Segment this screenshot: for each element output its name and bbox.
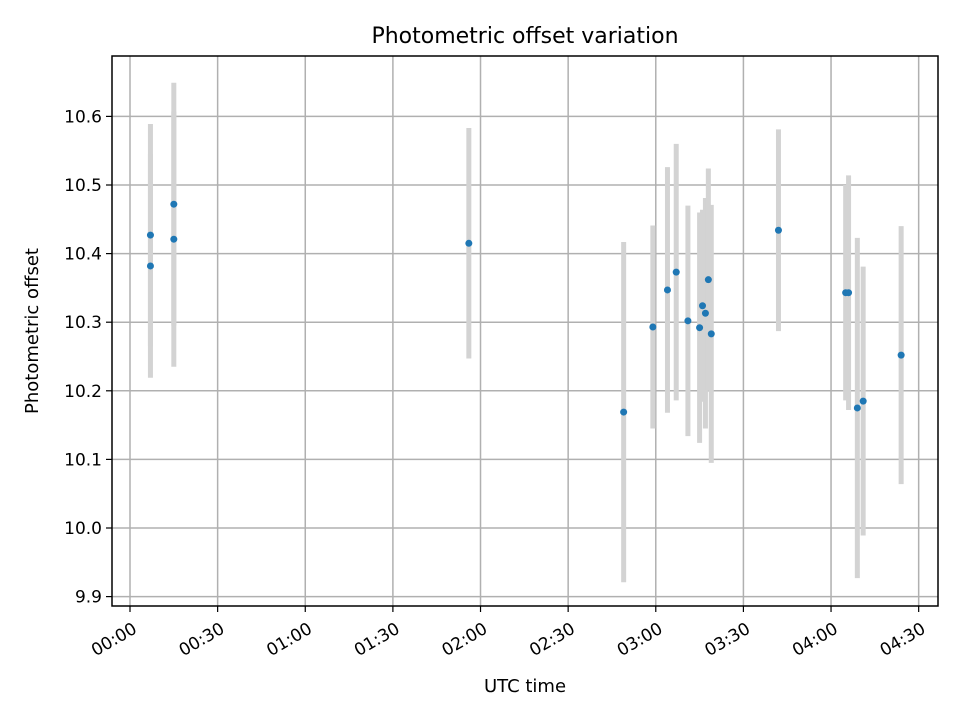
y-axis-label: Photometric offset — [22, 248, 43, 414]
data-point — [845, 289, 853, 297]
y-tick-label: 9.9 — [75, 588, 102, 608]
data-point — [699, 302, 707, 310]
data-point — [672, 268, 680, 276]
x-tick-label: 02:30 — [526, 619, 578, 661]
x-tick-label: 04:00 — [789, 619, 841, 661]
data-point — [701, 309, 709, 317]
data-point — [684, 317, 692, 325]
y-tick-label: 10.3 — [64, 313, 102, 333]
axis-ticks: 00:00 00:30 01:00 01:30 02:00 02:30 03:00 03:30… — [64, 107, 929, 660]
data-point — [774, 226, 782, 234]
x-tick-label: 01:00 — [263, 619, 315, 661]
data-point — [859, 397, 867, 405]
y-tick-label: 10.6 — [64, 107, 102, 127]
data-point — [704, 276, 712, 284]
y-tick-label: 10.4 — [64, 245, 102, 265]
data-point — [853, 404, 861, 412]
data-point — [897, 351, 905, 359]
x-tick-label: 00:30 — [176, 619, 228, 661]
x-tick-label: 00:00 — [88, 619, 140, 661]
data-points — [146, 200, 905, 416]
y-tick-label: 10.0 — [64, 519, 102, 539]
data-point — [170, 235, 178, 243]
data-point — [649, 323, 657, 331]
x-tick-label: 03:00 — [614, 619, 666, 661]
chart-title: Photometric offset variation — [371, 24, 678, 49]
grid-lines — [112, 56, 938, 606]
plot-frame — [111, 55, 939, 607]
y-tick-label: 10.1 — [64, 450, 102, 470]
x-tick-label: 04:30 — [877, 619, 929, 661]
data-point — [146, 262, 154, 270]
x-tick-label: 03:30 — [701, 619, 753, 661]
data-point — [146, 231, 154, 239]
data-point — [620, 408, 628, 416]
x-axis-label: UTC time — [484, 676, 566, 697]
x-tick-label: 01:30 — [351, 619, 403, 661]
data-point — [465, 239, 473, 247]
error-bars — [147, 82, 904, 583]
y-tick-label: 10.5 — [64, 176, 102, 196]
x-tick-label: 02:00 — [439, 619, 491, 661]
data-point — [663, 286, 671, 294]
data-point — [707, 330, 715, 338]
y-tick-label: 10.2 — [64, 382, 102, 402]
data-point — [696, 324, 704, 332]
data-point — [170, 200, 178, 208]
